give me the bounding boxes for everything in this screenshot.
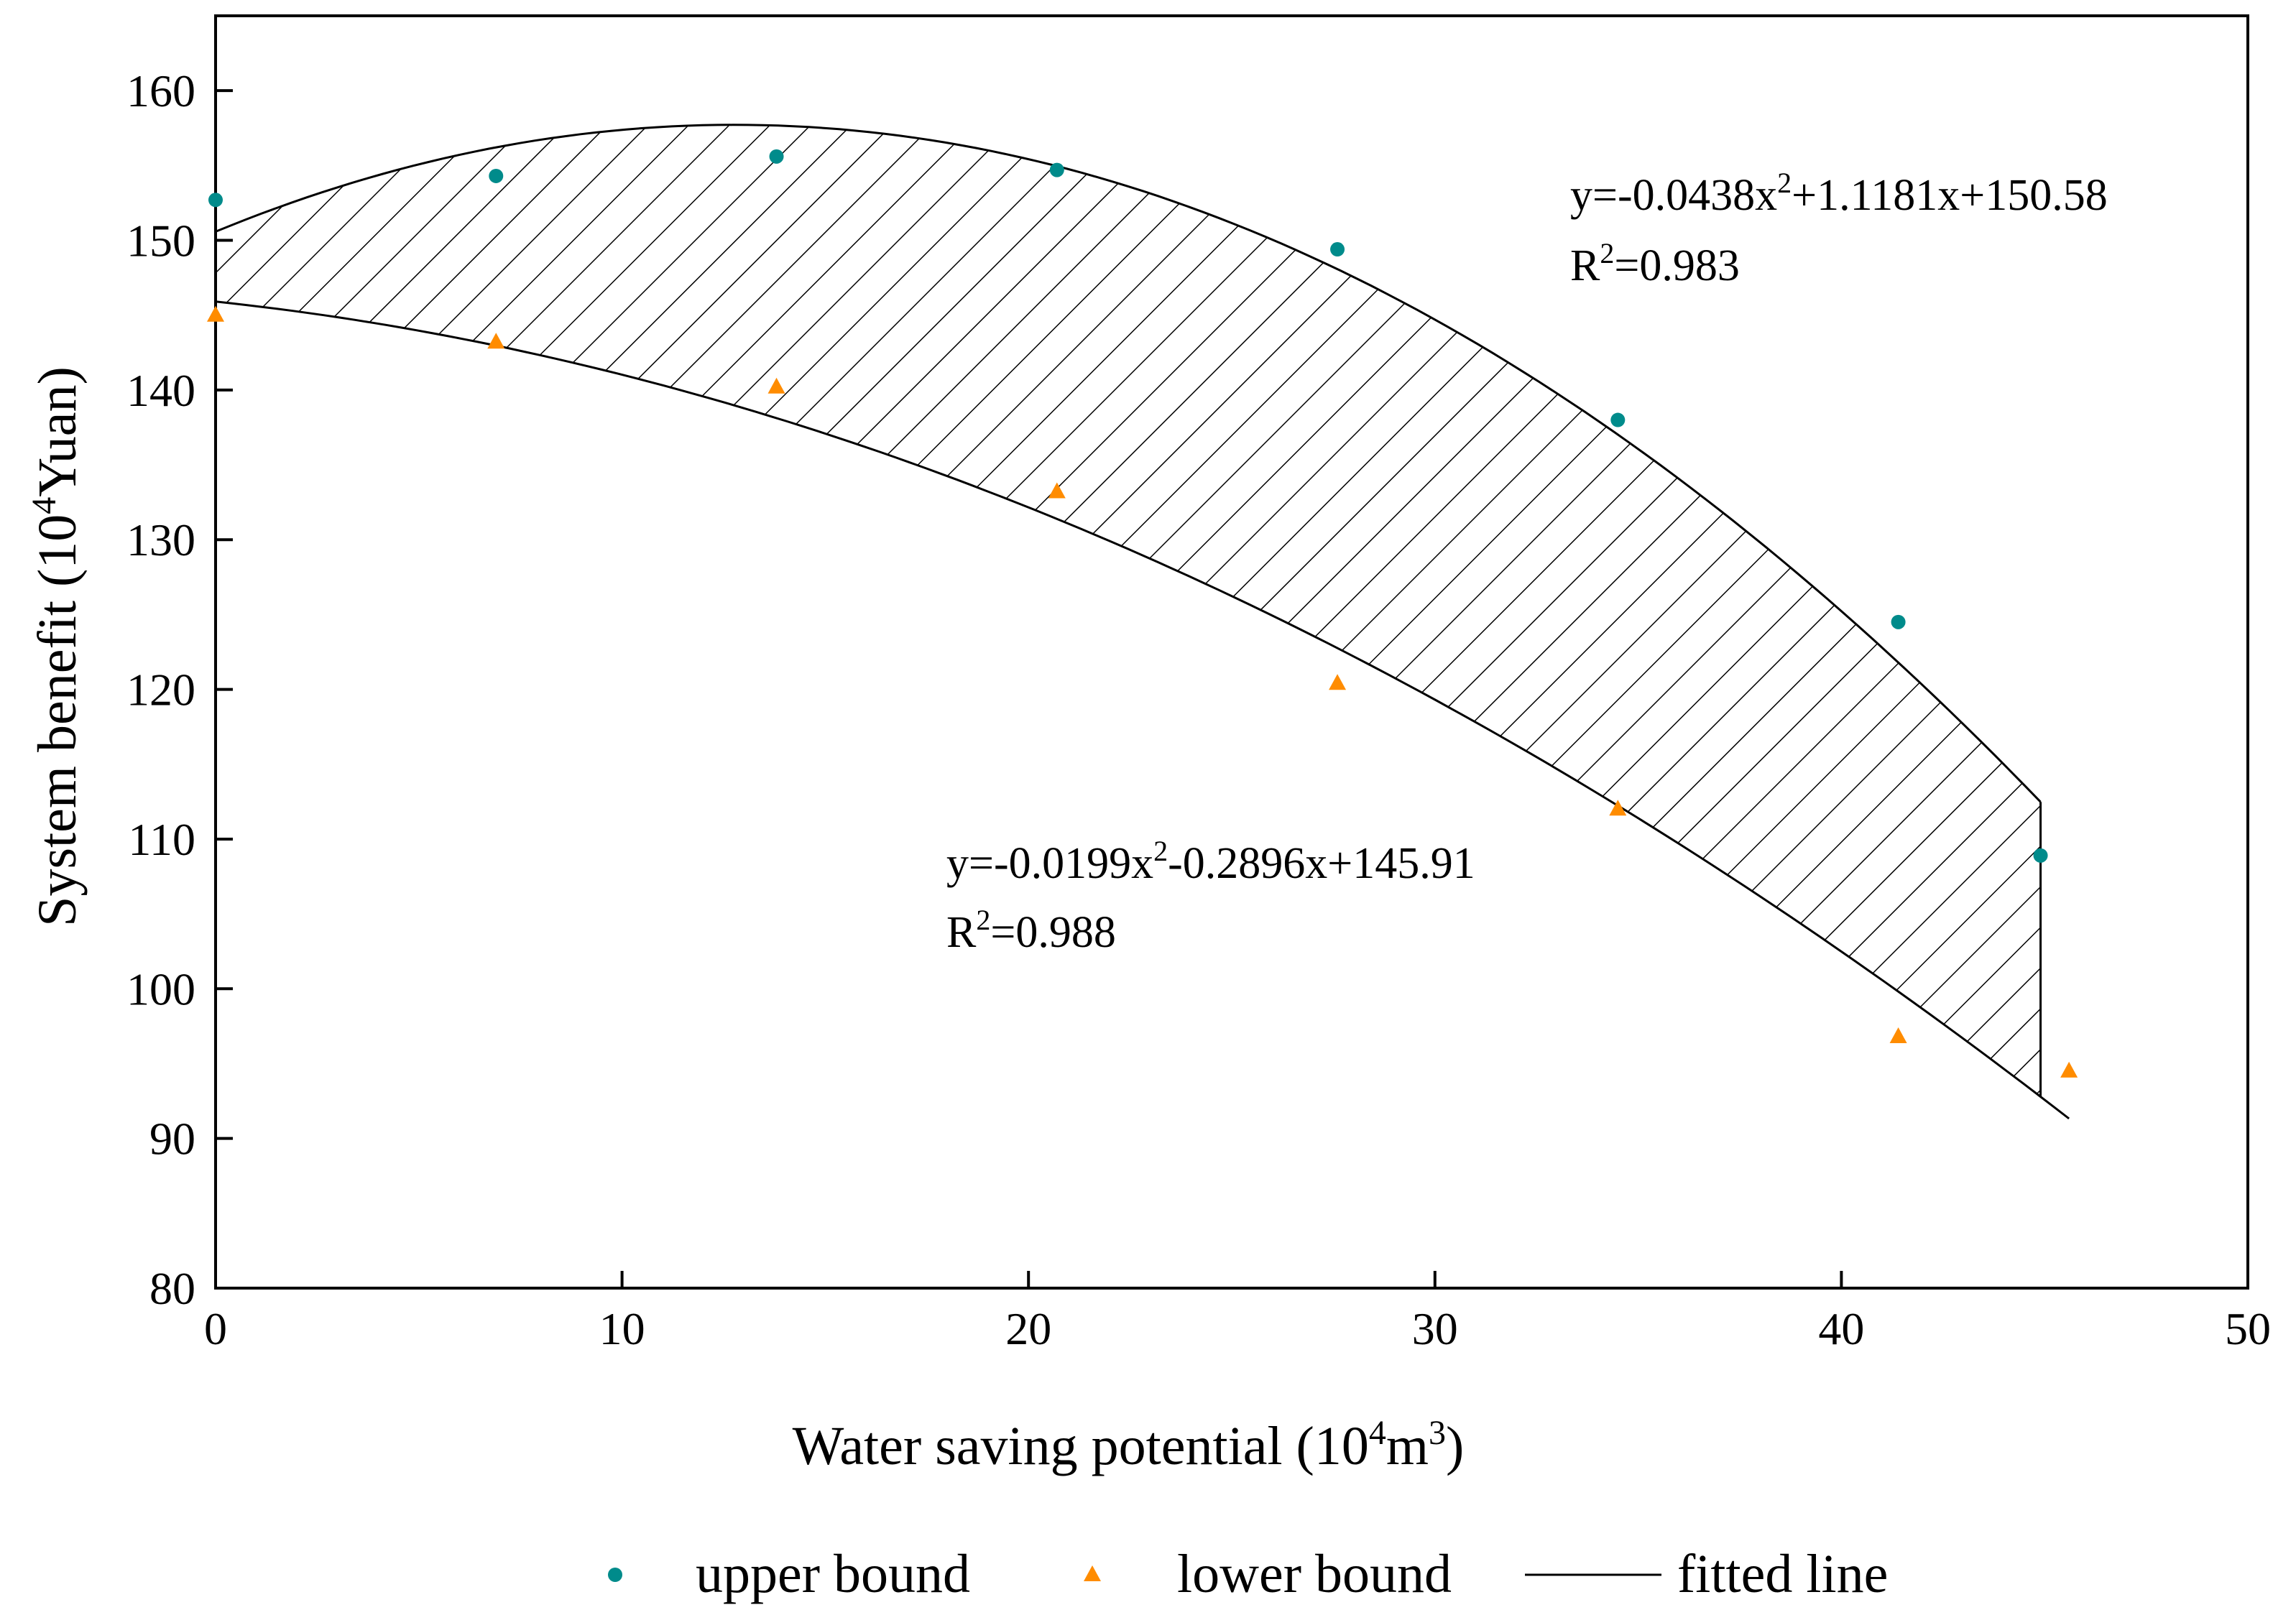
y-title-post: Yuan) bbox=[27, 366, 88, 497]
lower-eq-pre: y=-0.0199x bbox=[946, 839, 1153, 888]
x-tick-label: 20 bbox=[1005, 1303, 1051, 1354]
x-tick-label: 50 bbox=[2225, 1303, 2271, 1354]
x-title-mid: m bbox=[1386, 1416, 1429, 1476]
lower-bound-point bbox=[1329, 674, 1347, 690]
x-tick-label: 10 bbox=[599, 1303, 645, 1354]
legend-lower-marker bbox=[1084, 1565, 1101, 1581]
y-tick-label: 90 bbox=[149, 1114, 195, 1165]
lower-r2-pre: R bbox=[946, 908, 977, 957]
legend-fit-label: fitted line bbox=[1677, 1544, 1888, 1604]
upper-bound-point bbox=[1049, 162, 1064, 177]
y-axis-title: System benefit (104Yuan) bbox=[25, 366, 88, 927]
y-tick-label: 150 bbox=[126, 216, 195, 267]
plot-frame bbox=[214, 14, 2249, 1290]
y-tick-label: 160 bbox=[126, 65, 195, 116]
lower-bound-point bbox=[1048, 482, 1066, 499]
upper-fit-r2: R2=0.983 bbox=[1570, 237, 1740, 290]
upper-r2-pre: R bbox=[1570, 241, 1600, 290]
legend-upper-label: upper bound bbox=[696, 1544, 970, 1604]
data-points bbox=[207, 149, 2078, 1078]
x-title-sup1: 4 bbox=[1369, 1414, 1386, 1452]
upper-eq-post: +1.1181x+150.58 bbox=[1792, 171, 2108, 220]
upper-bound-point bbox=[208, 193, 223, 208]
upper-eq-pre: y=-0.0438x bbox=[1570, 171, 1777, 220]
y-tick-label: 110 bbox=[128, 814, 195, 865]
lower-r2-sup: 2 bbox=[976, 904, 990, 936]
x-tick-label: 40 bbox=[1818, 1303, 1864, 1354]
y-tick-label: 140 bbox=[126, 365, 195, 416]
upper-bound-point bbox=[1610, 412, 1626, 427]
lower-eq-sup: 2 bbox=[1153, 835, 1168, 867]
y-tick-label: 100 bbox=[126, 963, 195, 1014]
upper-r2-sup: 2 bbox=[1600, 237, 1614, 269]
axis-ticks: 0 10 20 30 40 50 80 90 100 110 120 130 140 150 160 bbox=[126, 65, 2271, 1354]
upper-bound-point bbox=[769, 149, 784, 164]
lower-fit-equation: y=-0.0199x2-0.2896x+145.91 bbox=[946, 835, 1475, 888]
legend: upper bound lower bound fitted line bbox=[608, 1544, 1888, 1604]
lower-bound-point bbox=[1609, 800, 1627, 816]
x-tick-label: 0 bbox=[204, 1303, 227, 1354]
y-title-pre: System benefit (10 bbox=[27, 514, 88, 927]
fitted-line-upper bbox=[215, 124, 2042, 803]
legend-lower-label: lower bound bbox=[1177, 1544, 1452, 1604]
x-title-sup2: 3 bbox=[1429, 1414, 1446, 1452]
legend-upper-marker bbox=[608, 1568, 622, 1582]
lower-eq-post: -0.2896x+145.91 bbox=[1168, 839, 1475, 888]
y-title-sup: 4 bbox=[25, 497, 63, 514]
lower-bound-point bbox=[767, 377, 785, 394]
x-axis-title: Water saving potential (104m3) bbox=[793, 1414, 1465, 1476]
x-tick-label: 30 bbox=[1412, 1303, 1458, 1354]
upper-eq-sup: 2 bbox=[1777, 167, 1792, 199]
upper-bound-point bbox=[489, 168, 504, 183]
upper-bound-point bbox=[1330, 242, 1345, 257]
lower-r2-post: =0.988 bbox=[990, 908, 1115, 957]
fitted-line-lower bbox=[215, 300, 2070, 1120]
x-title-pre: Water saving potential (10 bbox=[793, 1416, 1369, 1476]
upper-bound-point bbox=[1891, 614, 1906, 629]
lower-bound-point bbox=[1889, 1027, 1907, 1043]
lower-bound-point bbox=[487, 333, 505, 349]
lower-bound-point bbox=[2060, 1061, 2078, 1078]
x-title-post: ) bbox=[1446, 1416, 1464, 1476]
y-tick-label: 130 bbox=[126, 514, 195, 565]
lower-bound-point bbox=[207, 305, 224, 322]
y-tick-label: 80 bbox=[149, 1263, 195, 1314]
upper-fit-equation: y=-0.0438x2+1.1181x+150.58 bbox=[1570, 167, 2108, 220]
hatched-band bbox=[216, 124, 2041, 1097]
upper-bound-point bbox=[2033, 848, 2048, 863]
lower-fit-r2: R2=0.988 bbox=[946, 904, 1116, 957]
y-tick-label: 120 bbox=[126, 665, 195, 716]
upper-r2-post: =0.983 bbox=[1614, 241, 1739, 290]
